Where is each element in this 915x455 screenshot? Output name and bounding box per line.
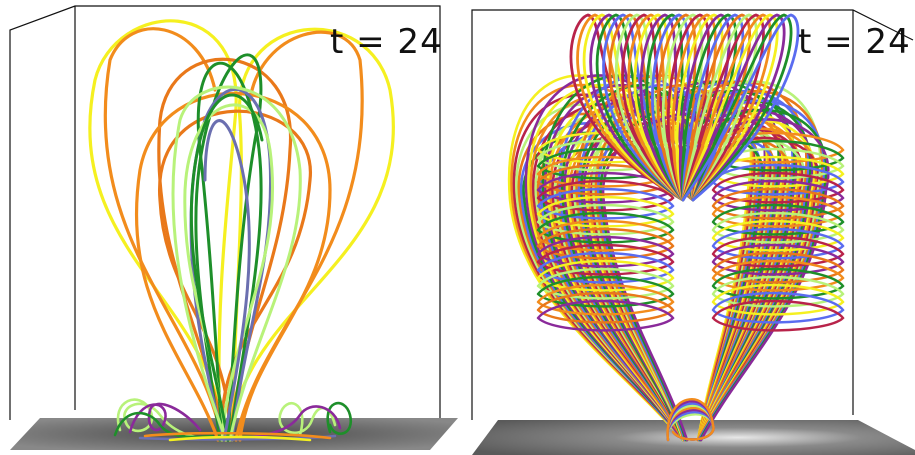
field-line-inner bbox=[196, 61, 263, 442]
right-coil-line bbox=[711, 171, 845, 204]
field-line-outer bbox=[103, 27, 224, 442]
left-coil-line bbox=[536, 243, 675, 276]
left-coil-line bbox=[536, 187, 675, 220]
upper-fan-line bbox=[681, 13, 786, 202]
field-line-inner bbox=[171, 85, 302, 442]
right-coil-line bbox=[711, 147, 845, 180]
field-lines-left bbox=[88, 19, 395, 442]
field-line-inner bbox=[203, 119, 251, 442]
upper-fan-line bbox=[681, 13, 779, 202]
upper-fan-line bbox=[681, 13, 772, 202]
field-line-outer bbox=[158, 109, 312, 442]
right-coil-line bbox=[711, 259, 845, 292]
time-label-right: t = 24 bbox=[798, 22, 911, 62]
field-line-inner bbox=[183, 103, 275, 442]
field-line-outer bbox=[134, 91, 332, 442]
left-panel: t = 24 bbox=[9, 5, 458, 450]
right-coil-line bbox=[711, 163, 845, 196]
left-coil-line bbox=[536, 211, 675, 244]
left-coil-line bbox=[536, 267, 675, 300]
right-coil-line bbox=[711, 283, 845, 316]
right-coil-line bbox=[711, 203, 845, 236]
bounding-box-frame bbox=[9, 5, 441, 420]
base-tangle-line bbox=[143, 431, 332, 440]
left-coil-line bbox=[536, 299, 675, 332]
right-coil-line bbox=[711, 275, 845, 308]
right-coil-line bbox=[711, 195, 845, 228]
left-coil-line bbox=[536, 203, 675, 236]
left-coil-line bbox=[536, 179, 675, 212]
right-coil-line bbox=[711, 219, 845, 252]
upper-fan-line bbox=[681, 13, 765, 202]
right-coil-line bbox=[711, 235, 845, 268]
left-coil-line bbox=[536, 275, 675, 308]
right-panel: t = 24 bbox=[458, 0, 915, 455]
field-line-inner bbox=[194, 53, 263, 442]
left-field-line-view bbox=[9, 5, 458, 450]
floor-plane bbox=[472, 420, 915, 455]
field-line-inner bbox=[189, 93, 264, 442]
right-coil-line bbox=[711, 155, 845, 188]
left-coil-line bbox=[536, 251, 675, 284]
upper-fan-line bbox=[681, 13, 758, 202]
upper-fan-line bbox=[681, 13, 793, 202]
base-tangle-line bbox=[113, 411, 214, 439]
field-line-outer bbox=[228, 27, 395, 442]
right-coil-line bbox=[711, 243, 845, 276]
left-coil-line bbox=[536, 283, 675, 316]
right-coil-line bbox=[711, 267, 845, 300]
footpoint-tangle-line bbox=[666, 398, 715, 442]
right-coil-line bbox=[711, 291, 845, 324]
right-field-line-view bbox=[471, 9, 915, 455]
right-coil-line bbox=[711, 227, 845, 260]
base-tangle-line bbox=[128, 402, 202, 434]
field-lines-right bbox=[507, 13, 845, 442]
left-coil-line bbox=[536, 291, 675, 324]
upper-fan-line bbox=[681, 13, 800, 202]
base-tangle-line bbox=[168, 435, 312, 442]
right-coil-line bbox=[711, 211, 845, 244]
left-coil-line bbox=[536, 219, 675, 252]
left-coil-line bbox=[536, 259, 675, 292]
time-label-left: t = 24 bbox=[330, 22, 443, 62]
left-coil-line bbox=[536, 227, 675, 260]
left-coil-line bbox=[536, 235, 675, 268]
right-coil-line bbox=[711, 251, 845, 284]
right-coil-line bbox=[711, 187, 845, 220]
bounding-box-frame bbox=[471, 9, 914, 420]
left-coil-line bbox=[536, 195, 675, 228]
right-coil-line bbox=[711, 299, 845, 332]
right-coil-line bbox=[711, 179, 845, 212]
